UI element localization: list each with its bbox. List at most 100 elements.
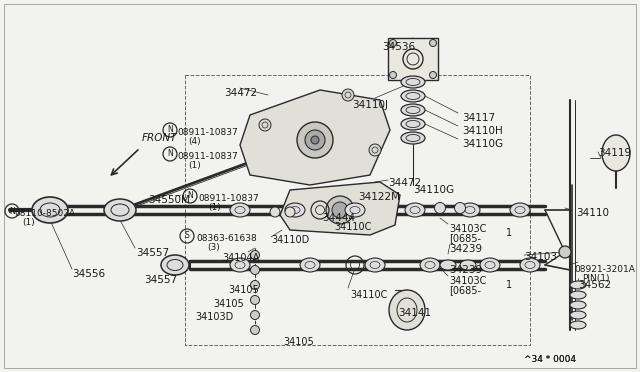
Text: 34536: 34536 bbox=[382, 42, 415, 52]
Text: 34141: 34141 bbox=[398, 308, 431, 318]
Ellipse shape bbox=[440, 260, 456, 270]
Ellipse shape bbox=[480, 258, 500, 272]
Circle shape bbox=[429, 39, 436, 46]
Text: FRONT: FRONT bbox=[142, 133, 177, 143]
Circle shape bbox=[305, 130, 325, 150]
Text: 1: 1 bbox=[506, 280, 512, 290]
Ellipse shape bbox=[460, 203, 480, 217]
Text: 34557: 34557 bbox=[136, 248, 169, 258]
Circle shape bbox=[390, 39, 397, 46]
Text: 08911-10837: 08911-10837 bbox=[177, 128, 237, 137]
Text: N: N bbox=[167, 125, 173, 135]
Circle shape bbox=[250, 295, 259, 305]
Text: 08110-8502A: 08110-8502A bbox=[14, 209, 75, 218]
Text: (1): (1) bbox=[208, 203, 221, 212]
Text: (3): (3) bbox=[207, 243, 220, 252]
Text: [0685-: [0685- bbox=[449, 233, 481, 243]
Circle shape bbox=[250, 250, 259, 260]
Text: 34105: 34105 bbox=[228, 285, 259, 295]
Circle shape bbox=[326, 196, 354, 224]
Ellipse shape bbox=[570, 291, 586, 299]
Circle shape bbox=[435, 202, 445, 214]
Ellipse shape bbox=[365, 258, 385, 272]
Text: 34110H: 34110H bbox=[462, 126, 503, 136]
Ellipse shape bbox=[570, 311, 586, 319]
Text: N: N bbox=[9, 206, 15, 215]
Text: 08911-10837: 08911-10837 bbox=[177, 152, 237, 161]
Ellipse shape bbox=[510, 203, 530, 217]
Text: PIN(1): PIN(1) bbox=[582, 274, 609, 283]
Circle shape bbox=[454, 202, 465, 214]
Text: 34103D: 34103D bbox=[195, 312, 233, 322]
Text: 1: 1 bbox=[506, 228, 512, 238]
Ellipse shape bbox=[401, 76, 425, 88]
Ellipse shape bbox=[300, 258, 320, 272]
Text: 34110G: 34110G bbox=[413, 185, 454, 195]
Text: 34239: 34239 bbox=[449, 244, 482, 254]
Text: 34103: 34103 bbox=[524, 252, 557, 262]
Text: 34472: 34472 bbox=[224, 88, 257, 98]
Circle shape bbox=[390, 71, 397, 78]
Circle shape bbox=[270, 207, 280, 217]
Ellipse shape bbox=[570, 281, 586, 289]
Bar bbox=[388, 38, 438, 80]
Text: 34472: 34472 bbox=[388, 178, 421, 188]
Circle shape bbox=[250, 326, 259, 334]
Text: 34110C: 34110C bbox=[350, 290, 387, 300]
Text: 34119: 34119 bbox=[598, 148, 631, 158]
Ellipse shape bbox=[345, 203, 365, 217]
Ellipse shape bbox=[520, 258, 540, 272]
Text: 34550M: 34550M bbox=[148, 195, 190, 205]
Text: 34557: 34557 bbox=[144, 275, 177, 285]
Circle shape bbox=[311, 136, 319, 144]
Ellipse shape bbox=[420, 258, 440, 272]
Ellipse shape bbox=[401, 132, 425, 144]
Text: 34110D: 34110D bbox=[271, 235, 309, 245]
Text: 08363-61638: 08363-61638 bbox=[196, 234, 257, 243]
Circle shape bbox=[559, 246, 571, 258]
Text: N: N bbox=[187, 192, 193, 201]
Text: 34122M: 34122M bbox=[358, 192, 400, 202]
Ellipse shape bbox=[401, 90, 425, 102]
Text: 34110: 34110 bbox=[576, 208, 609, 218]
Text: (4): (4) bbox=[188, 137, 200, 146]
Ellipse shape bbox=[602, 135, 630, 171]
Text: 34105: 34105 bbox=[213, 299, 244, 309]
Text: 34117: 34117 bbox=[462, 113, 495, 123]
Text: 34110C: 34110C bbox=[334, 222, 371, 232]
Text: ^34 * 0004: ^34 * 0004 bbox=[524, 355, 576, 364]
Ellipse shape bbox=[460, 260, 476, 270]
Text: 34562: 34562 bbox=[578, 280, 611, 290]
Circle shape bbox=[250, 311, 259, 320]
Text: 08911-10837: 08911-10837 bbox=[198, 194, 259, 203]
Text: (1): (1) bbox=[188, 161, 201, 170]
Ellipse shape bbox=[161, 255, 189, 275]
Text: 34105: 34105 bbox=[283, 337, 314, 347]
Text: N: N bbox=[167, 150, 173, 158]
Ellipse shape bbox=[230, 203, 250, 217]
Circle shape bbox=[297, 122, 333, 158]
Text: 34444: 34444 bbox=[322, 213, 355, 223]
Text: 34103C: 34103C bbox=[449, 276, 486, 286]
Ellipse shape bbox=[401, 104, 425, 116]
Text: 34104A: 34104A bbox=[222, 253, 259, 263]
Ellipse shape bbox=[405, 203, 425, 217]
Ellipse shape bbox=[104, 199, 136, 221]
Circle shape bbox=[342, 89, 354, 101]
Ellipse shape bbox=[389, 290, 425, 330]
Text: 34556: 34556 bbox=[72, 269, 105, 279]
Circle shape bbox=[429, 71, 436, 78]
Ellipse shape bbox=[230, 258, 250, 272]
Circle shape bbox=[332, 202, 348, 218]
Text: (1): (1) bbox=[22, 218, 35, 227]
Ellipse shape bbox=[285, 203, 305, 217]
Circle shape bbox=[250, 280, 259, 289]
Text: 08921-3201A: 08921-3201A bbox=[574, 265, 635, 274]
Text: 34110G: 34110G bbox=[462, 139, 503, 149]
Text: ^34 * 0004: ^34 * 0004 bbox=[524, 355, 576, 364]
Text: 34103C: 34103C bbox=[449, 224, 486, 234]
Text: 34110J: 34110J bbox=[352, 100, 388, 110]
Ellipse shape bbox=[570, 301, 586, 309]
Circle shape bbox=[259, 119, 271, 131]
Polygon shape bbox=[240, 90, 390, 185]
